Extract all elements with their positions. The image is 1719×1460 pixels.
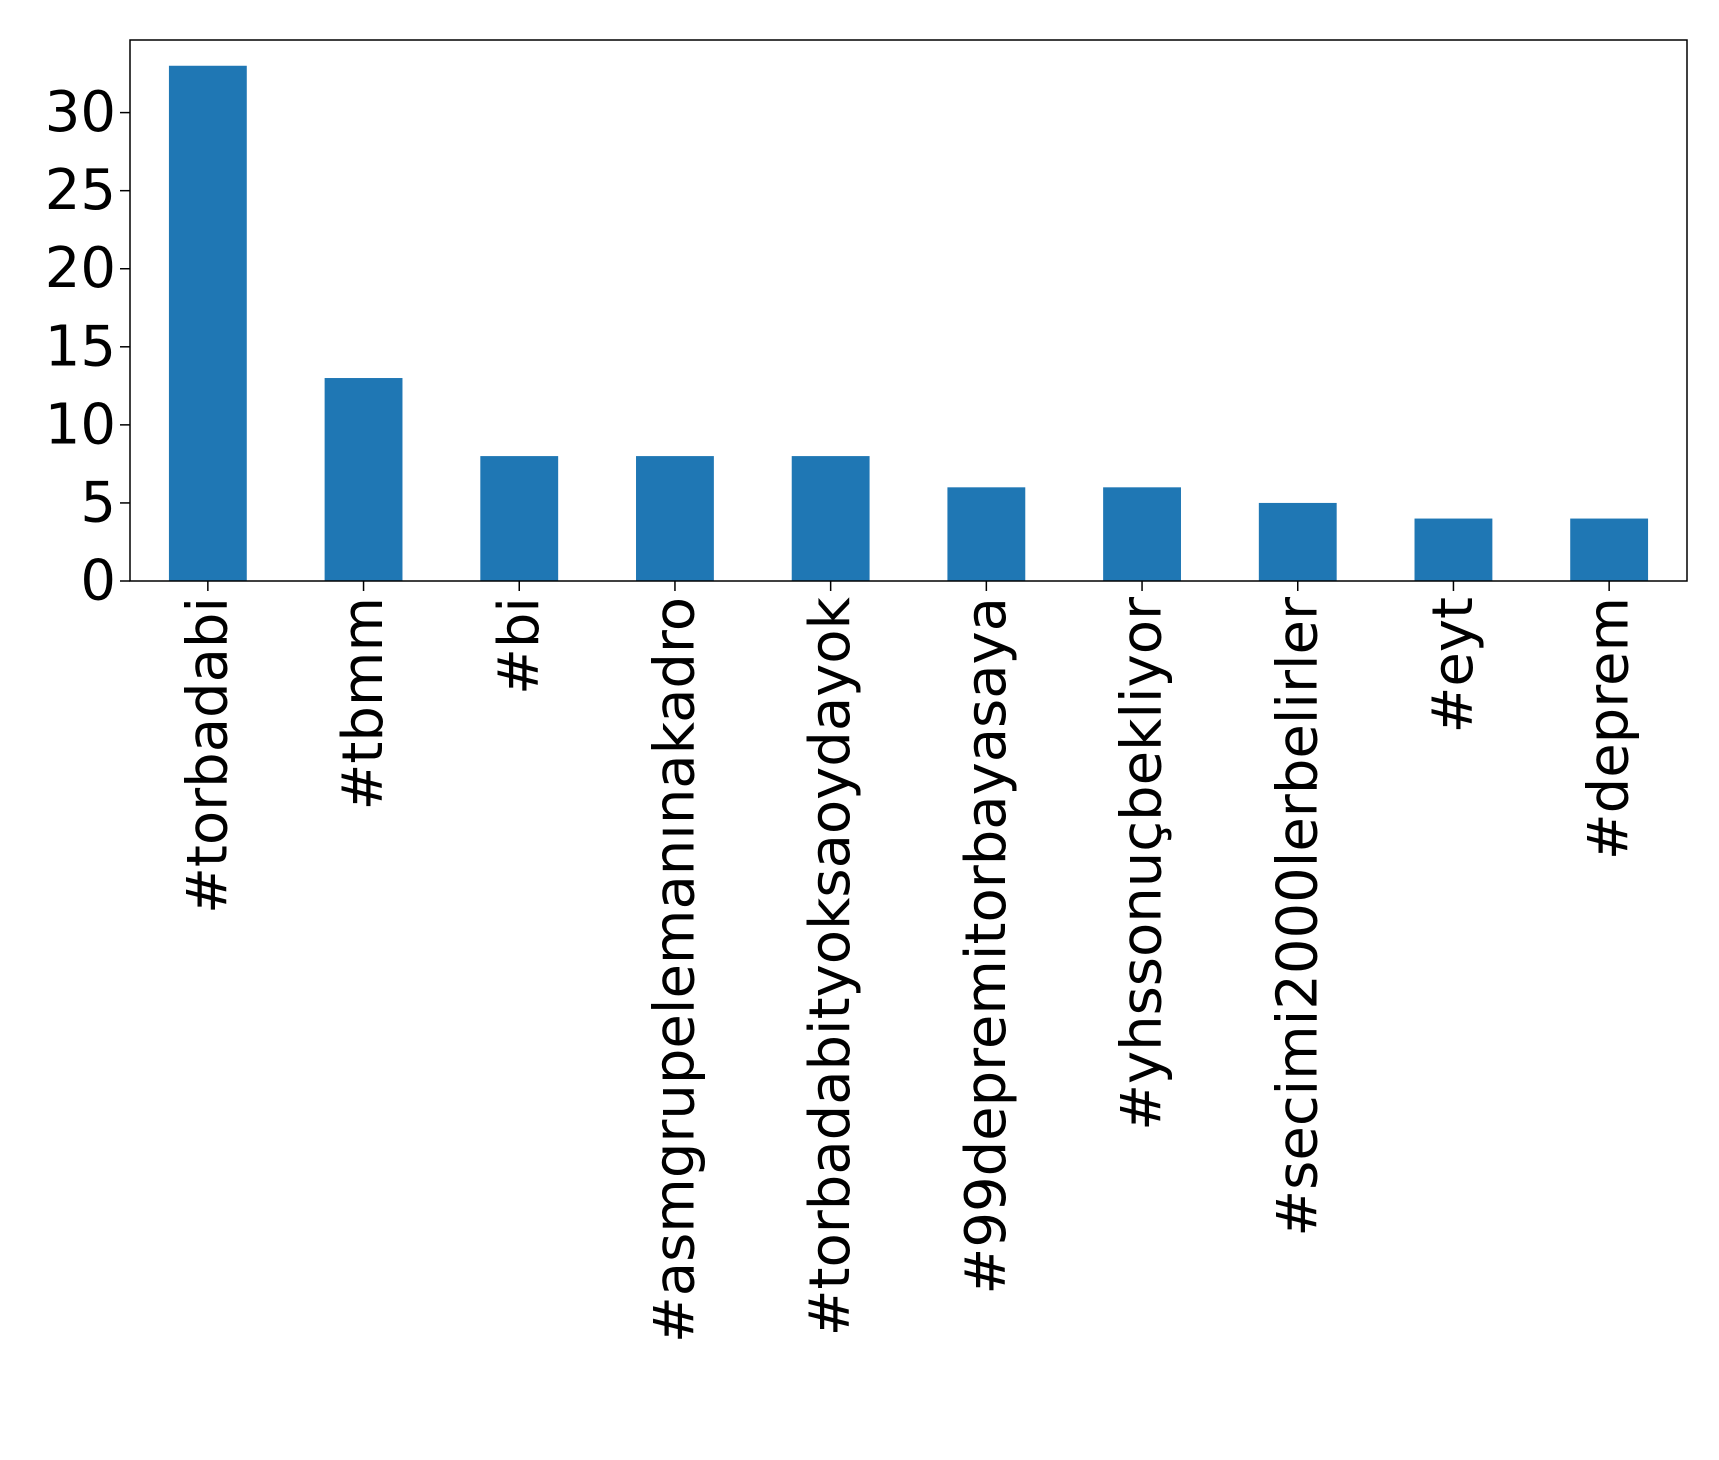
bar-10 xyxy=(1570,518,1649,581)
bar-8 xyxy=(1258,502,1337,581)
y-tick-label: 20 xyxy=(45,236,116,301)
y-axis: 0 5 10 15 20 25 30 xyxy=(45,80,130,614)
x-tick-label: #asmgrupelemanınakadro xyxy=(642,597,707,1343)
plot-frame xyxy=(129,39,1688,582)
x-tick-label: #secimi2000lerbelirler xyxy=(1265,596,1330,1237)
x-tick-label: #bi xyxy=(487,597,552,695)
y-tick-label: 5 xyxy=(80,470,116,535)
bar-1 xyxy=(168,65,247,581)
bar-9 xyxy=(1414,518,1493,581)
y-tick-label: 0 xyxy=(80,549,116,614)
bar-2 xyxy=(324,378,403,581)
x-tick-label: #yhssonuçbekliyor xyxy=(1110,596,1175,1131)
y-tick-label: 15 xyxy=(45,314,116,379)
bar-7 xyxy=(1103,487,1181,581)
x-tick-label: #tbmm xyxy=(331,597,396,811)
x-tick-label: #torbadabi xyxy=(175,597,240,914)
x-tick-label: #deprem xyxy=(1577,597,1642,860)
bar-4 xyxy=(636,456,714,581)
bar-6 xyxy=(947,487,1026,581)
y-tick-label: 25 xyxy=(45,158,116,223)
x-tick-label: #eyt xyxy=(1421,597,1486,733)
x-tick-label: #99depremitorbayasaya xyxy=(954,597,1019,1295)
y-tick-label: 30 xyxy=(45,80,116,145)
x-axis: #torbadabi #tbmm #bi #asmgrupelemanınakadro… xyxy=(175,581,1642,1343)
bar-3 xyxy=(480,456,559,581)
x-tick-label: #torbadabityoksaoydayok xyxy=(798,596,863,1336)
y-tick-label: 10 xyxy=(45,392,116,457)
bars-layer xyxy=(168,65,1649,581)
bar-5 xyxy=(791,456,870,581)
